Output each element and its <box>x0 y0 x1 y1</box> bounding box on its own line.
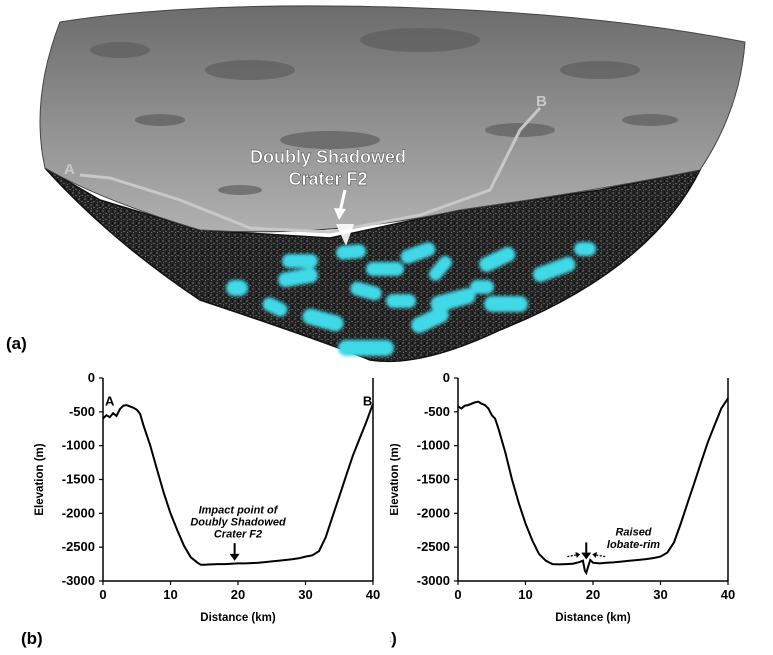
lunar-surface <box>39 5 746 233</box>
x-tick-label: 40 <box>721 587 735 602</box>
chart-c: 0 -500 -1000 -1500 -2000 -2500 -3000 0 10 20 30 40 D… <box>390 370 735 648</box>
profile-line-a-b <box>79 106 542 234</box>
x-tick-label: 30 <box>653 587 667 602</box>
x-tick-label: 20 <box>231 587 245 602</box>
impact-annotation: Doubly Shadowed <box>190 517 286 529</box>
point-a-marker: A <box>105 394 115 409</box>
y-tick-label: -2500 <box>62 539 95 554</box>
y-tick-label: -500 <box>69 404 95 419</box>
crater-pointer-arrow <box>334 189 347 220</box>
crater-label-line2: Crater F2 <box>288 169 367 189</box>
y-tick-label: -500 <box>424 404 450 419</box>
x-tick-label: 20 <box>586 587 600 602</box>
impact-annotation: Impact point of <box>199 504 279 516</box>
y-tick-label: -1500 <box>62 472 95 487</box>
y-tick-label: -2500 <box>417 539 450 554</box>
y-tick-label: -3000 <box>417 573 450 588</box>
elevation-profile-line <box>102 403 374 566</box>
x-tick-label: 10 <box>518 587 532 602</box>
impact-arrow-head <box>229 553 240 561</box>
crater-perspective-view: A B Doubly Shadowed Crater F2 <box>39 5 746 363</box>
panel-tag: (c) <box>390 629 397 648</box>
rim-arrow-left-head <box>575 551 581 558</box>
elevation-profile-line <box>457 397 729 576</box>
rim-arrow-right-head <box>592 551 598 558</box>
impact-annotation: Crater F2 <box>214 529 262 541</box>
impact-arrow-head <box>581 552 592 560</box>
panel-a-tag: (a) <box>6 334 27 353</box>
surface-craters <box>90 28 678 195</box>
x-tick-label: 30 <box>298 587 312 602</box>
y-tick-label: -3000 <box>62 573 95 588</box>
rim-arrow-right <box>594 553 606 558</box>
y-axis-label: Elevation (m) <box>34 443 46 515</box>
y-axis-label: Elevation (m) <box>390 443 401 515</box>
rim-annotation: Raised <box>615 527 651 539</box>
point-a-label: A <box>64 161 75 178</box>
x-tick-label: 0 <box>454 587 461 602</box>
ejecta-blobs <box>226 242 596 356</box>
crater-label-line1: Doubly Shadowed <box>250 147 406 167</box>
point-b-marker: B <box>363 394 372 409</box>
chart-b: 0 -500 -1000 -1500 -2000 -2500 -3000 0 10 20 30 40 D… <box>21 370 380 648</box>
rim-annotation: lobate-rim <box>607 539 660 551</box>
x-axis-label: Distance (km) <box>555 612 631 624</box>
panel-tag: (b) <box>21 629 43 648</box>
impact-cone <box>336 224 354 246</box>
y-tick-label: 0 <box>88 370 95 385</box>
y-tick-label: -2000 <box>62 505 95 520</box>
y-tick-label: 0 <box>443 370 450 385</box>
x-tick-label: 40 <box>366 587 380 602</box>
y-tick-label: -2000 <box>417 505 450 520</box>
y-tick-label: -1000 <box>62 438 95 453</box>
x-tick-label: 0 <box>99 587 106 602</box>
point-b-label: B <box>536 93 547 110</box>
x-axis-label: Distance (km) <box>200 612 276 624</box>
y-tick-label: -1000 <box>417 438 450 453</box>
rim-arrow-left <box>567 553 579 558</box>
x-tick-label: 10 <box>163 587 177 602</box>
y-tick-label: -1500 <box>417 472 450 487</box>
